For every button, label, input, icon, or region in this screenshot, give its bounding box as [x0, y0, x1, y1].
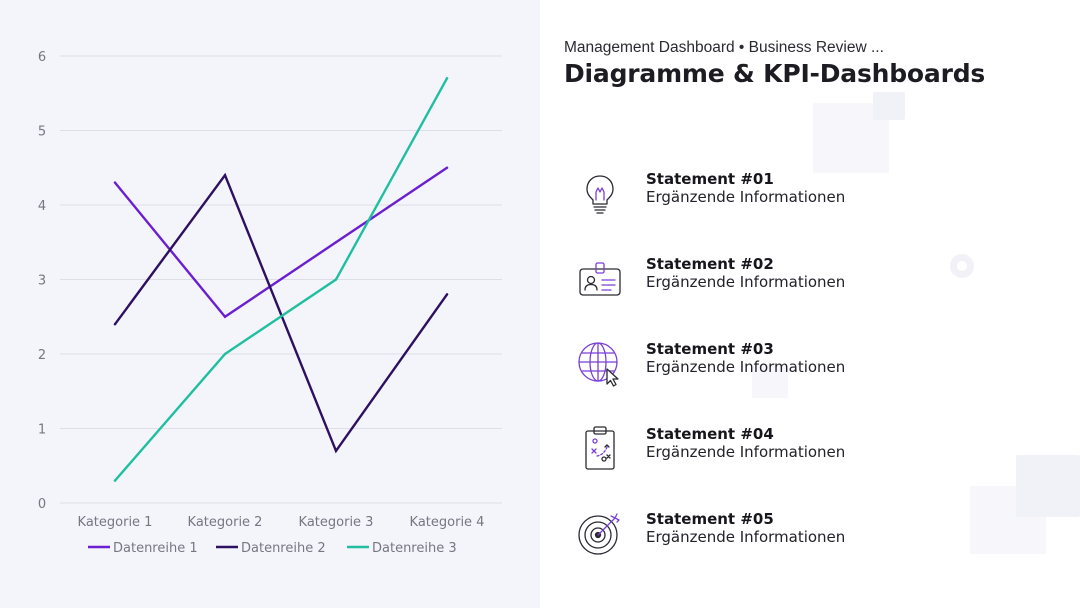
legend-label: Datenreihe 3: [372, 541, 457, 556]
page-title: Diagramme & KPI-Dashboards: [564, 59, 986, 88]
y-tick-label: 4: [38, 199, 46, 214]
statement-description: Ergänzende Informationen: [646, 273, 846, 291]
statement-title: Statement #05: [646, 510, 774, 528]
x-tick-label: Kategorie 3: [299, 515, 374, 530]
statement-description: Ergänzende Informationen: [646, 188, 846, 206]
data-point: [445, 293, 449, 296]
page-subtitle: Management Dashboard • Business Review .…: [564, 39, 884, 56]
series-line: [113, 77, 449, 482]
legend-label: Datenreihe 2: [241, 541, 326, 556]
data-point: [334, 449, 338, 453]
statement-title: Statement #03: [646, 340, 774, 358]
data-point: [223, 174, 227, 177]
data-point: [334, 241, 338, 244]
data-point: [445, 77, 449, 80]
y-tick-label: 5: [38, 125, 46, 140]
globe-cursor-icon: [576, 340, 624, 388]
statement-description: Ergänzende Informationen: [646, 528, 846, 546]
statement-title: Statement #02: [646, 255, 774, 273]
data-point: [445, 166, 449, 169]
line-chart: 0 1 2 3 4 5 6 Kategorie 1 Kategorie 2 Kategorie 3…: [38, 50, 502, 556]
data-point: [223, 352, 227, 356]
series-line: [113, 172, 449, 454]
statement-description: Ergänzende Informationen: [646, 358, 846, 376]
series-line: [113, 166, 449, 319]
statement-title: Statement #04: [646, 425, 774, 443]
data-point: [223, 315, 227, 318]
y-tick-label: 6: [38, 50, 46, 65]
clipboard-strategy-icon: [576, 425, 624, 473]
data-point: [113, 323, 117, 326]
id-card-icon: [576, 255, 624, 303]
data-point: [334, 278, 338, 281]
data-point: [113, 479, 117, 482]
decorative-square: [752, 364, 788, 398]
data-point: [113, 181, 117, 184]
decorative-ring: [950, 254, 974, 278]
decorative-square: [873, 92, 905, 120]
y-tick-label: 1: [38, 423, 46, 438]
chart-panel: 0 1 2 3 4 5 6 Kategorie 1 Kategorie 2 Kategorie 3…: [0, 0, 540, 608]
statement-item: Statement #03 Ergänzende Informationen: [576, 340, 936, 390]
x-tick-label: Kategorie 4: [410, 515, 485, 530]
y-tick-label: 2: [38, 348, 46, 363]
x-tick-label: Kategorie 2: [188, 515, 263, 530]
statement-item: Statement #05 Ergänzende Informationen: [576, 510, 936, 560]
x-tick-label: Kategorie 1: [78, 515, 153, 530]
y-tick-label: 0: [38, 497, 46, 512]
statement-description: Ergänzende Informationen: [646, 443, 846, 461]
statement-item: Statement #01 Ergänzende Informationen: [576, 170, 936, 220]
statement-item: Statement #02 Ergänzende Informationen: [576, 255, 936, 305]
target-icon: [576, 510, 624, 558]
y-tick-label: 3: [38, 274, 46, 289]
statement-item: Statement #04 Ergänzende Informationen: [576, 425, 936, 475]
lightbulb-icon: [576, 170, 624, 218]
legend-label: Datenreihe 1: [113, 541, 198, 556]
statement-title: Statement #01: [646, 170, 774, 188]
content-panel: Management Dashboard • Business Review .…: [540, 0, 1080, 608]
decorative-square: [1016, 455, 1080, 517]
